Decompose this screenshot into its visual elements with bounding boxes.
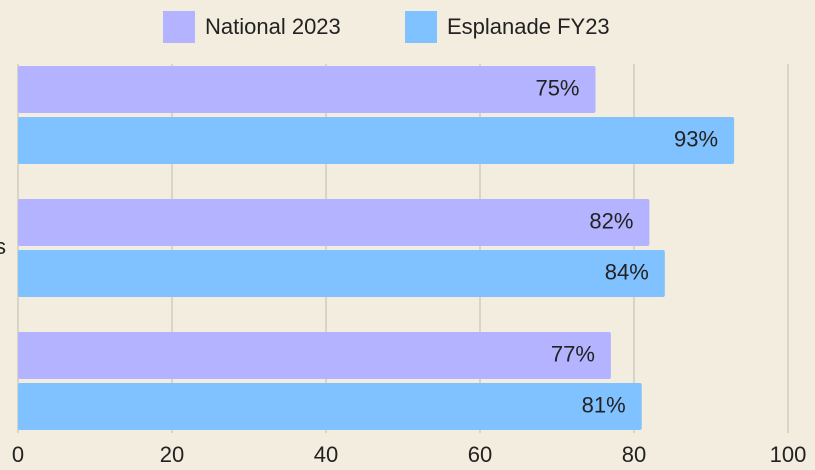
legend-swatch bbox=[405, 11, 437, 43]
value-label: 84% bbox=[605, 259, 649, 284]
bar bbox=[18, 117, 735, 164]
value-label: 82% bbox=[589, 208, 633, 233]
bar bbox=[18, 383, 642, 430]
x-tick-label: 80 bbox=[622, 442, 646, 467]
bar bbox=[18, 332, 611, 379]
x-tick-label: 20 bbox=[160, 442, 184, 467]
legend-label: National 2023 bbox=[205, 14, 341, 39]
bar bbox=[18, 250, 665, 297]
value-label: 93% bbox=[674, 126, 718, 151]
x-tick-label: 100 bbox=[770, 442, 807, 467]
legend-label: Esplanade FY23 bbox=[447, 14, 610, 39]
legend-swatch bbox=[163, 11, 195, 43]
bar bbox=[18, 66, 596, 113]
x-tick-label: 60 bbox=[468, 442, 492, 467]
value-label: 77% bbox=[551, 341, 595, 366]
x-tick-label: 40 bbox=[314, 442, 338, 467]
value-label: 81% bbox=[582, 392, 626, 417]
bar bbox=[18, 199, 650, 246]
y-tick-label: s bbox=[0, 234, 6, 259]
x-tick-label: 0 bbox=[12, 442, 24, 467]
value-label: 75% bbox=[535, 75, 579, 100]
